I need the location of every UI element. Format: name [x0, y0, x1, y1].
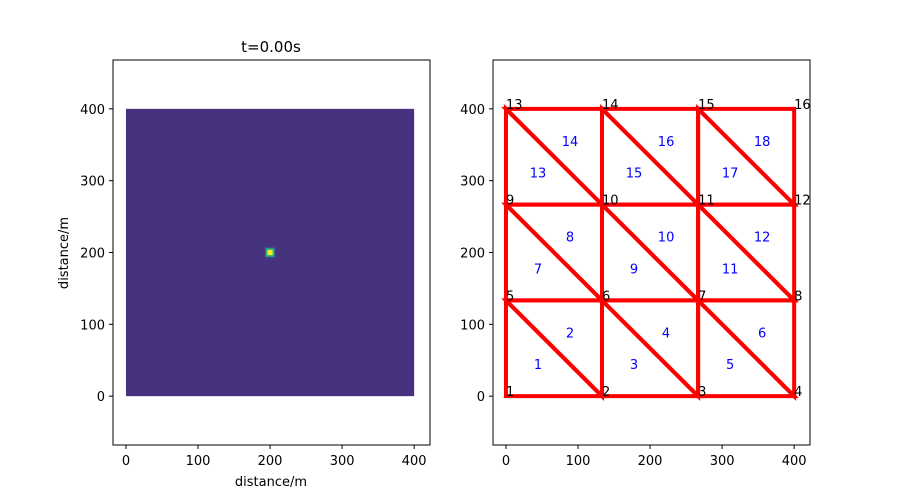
y-tick-label-left: 100 [80, 318, 105, 333]
element-label-8: 8 [566, 231, 574, 246]
x-tick-label-right: 400 [782, 454, 807, 469]
node-label-11: 11 [698, 194, 715, 209]
node-label-3: 3 [698, 385, 706, 400]
y-tick-label-left: 300 [80, 175, 105, 190]
node-label-10: 10 [602, 194, 619, 209]
node-label-7: 7 [698, 289, 706, 304]
mesh-edges [501, 104, 799, 401]
x-tick-label-right: 0 [502, 454, 510, 469]
element-label-18: 18 [754, 135, 771, 150]
element-label-6: 6 [758, 326, 766, 341]
node-label-4: 4 [794, 385, 802, 400]
heatmap-field [125, 108, 415, 397]
x-tick-label-left: 300 [330, 454, 355, 469]
axis-ticks-left: 0 100 200 300 400 0 100 200 300 400 [80, 103, 426, 469]
node-label-1: 1 [506, 385, 514, 400]
y-tick-label-right: 0 [477, 390, 485, 405]
x-tick-label-left: 100 [186, 454, 211, 469]
mesh-element-18 [693, 106, 797, 210]
element-label-14: 14 [562, 135, 579, 150]
x-tick-label-left: 0 [122, 454, 130, 469]
source-peak-cell [267, 250, 273, 255]
node-label-16: 16 [794, 98, 811, 113]
element-label-4: 4 [662, 326, 670, 341]
x-axis-label: distance/m [235, 475, 307, 490]
element-label-7: 7 [534, 262, 542, 277]
node-label-6: 6 [602, 289, 610, 304]
element-label-17: 17 [722, 167, 739, 182]
element-label-12: 12 [754, 231, 771, 246]
element-label-3: 3 [630, 358, 638, 373]
node-label-14: 14 [602, 98, 619, 113]
y-tick-label-right: 200 [460, 247, 485, 262]
x-tick-label-right: 100 [566, 454, 591, 469]
y-tick-label-left: 0 [97, 390, 105, 405]
x-tick-label-left: 400 [402, 454, 427, 469]
element-label-5: 5 [726, 358, 734, 373]
element-label-9: 9 [630, 262, 638, 277]
element-label-10: 10 [658, 231, 675, 246]
node-label-12: 12 [794, 194, 811, 209]
x-tick-label-right: 200 [638, 454, 663, 469]
element-label-13: 13 [530, 167, 547, 182]
node-label-9: 9 [506, 194, 514, 209]
element-label-16: 16 [658, 135, 675, 150]
y-tick-label-right: 400 [460, 103, 485, 118]
y-tick-label-left: 200 [80, 247, 105, 262]
axis-ticks-right: 0 100 200 300 400 0 100 200 300 400 [460, 103, 806, 469]
element-label-1: 1 [534, 358, 542, 373]
chart-title: t=0.00s [241, 38, 301, 56]
element-label-15: 15 [626, 167, 643, 182]
x-tick-label-left: 200 [258, 454, 283, 469]
x-tick-label-right: 300 [710, 454, 735, 469]
node-label-5: 5 [506, 289, 514, 304]
element-label-2: 2 [566, 326, 574, 341]
element-label-11: 11 [722, 262, 739, 277]
node-label-13: 13 [506, 98, 523, 113]
y-tick-label-left: 400 [80, 103, 105, 118]
node-label-15: 15 [698, 98, 715, 113]
node-label-8: 8 [794, 289, 802, 304]
y-axis-label: distance/m [57, 217, 72, 289]
y-tick-label-right: 100 [460, 318, 485, 333]
node-label-2: 2 [602, 385, 610, 400]
heatmap-panel: t=0.00s 0 100 200 300 400 0 100 200 300 400 dista… [57, 38, 431, 490]
y-tick-label-right: 300 [460, 175, 485, 190]
